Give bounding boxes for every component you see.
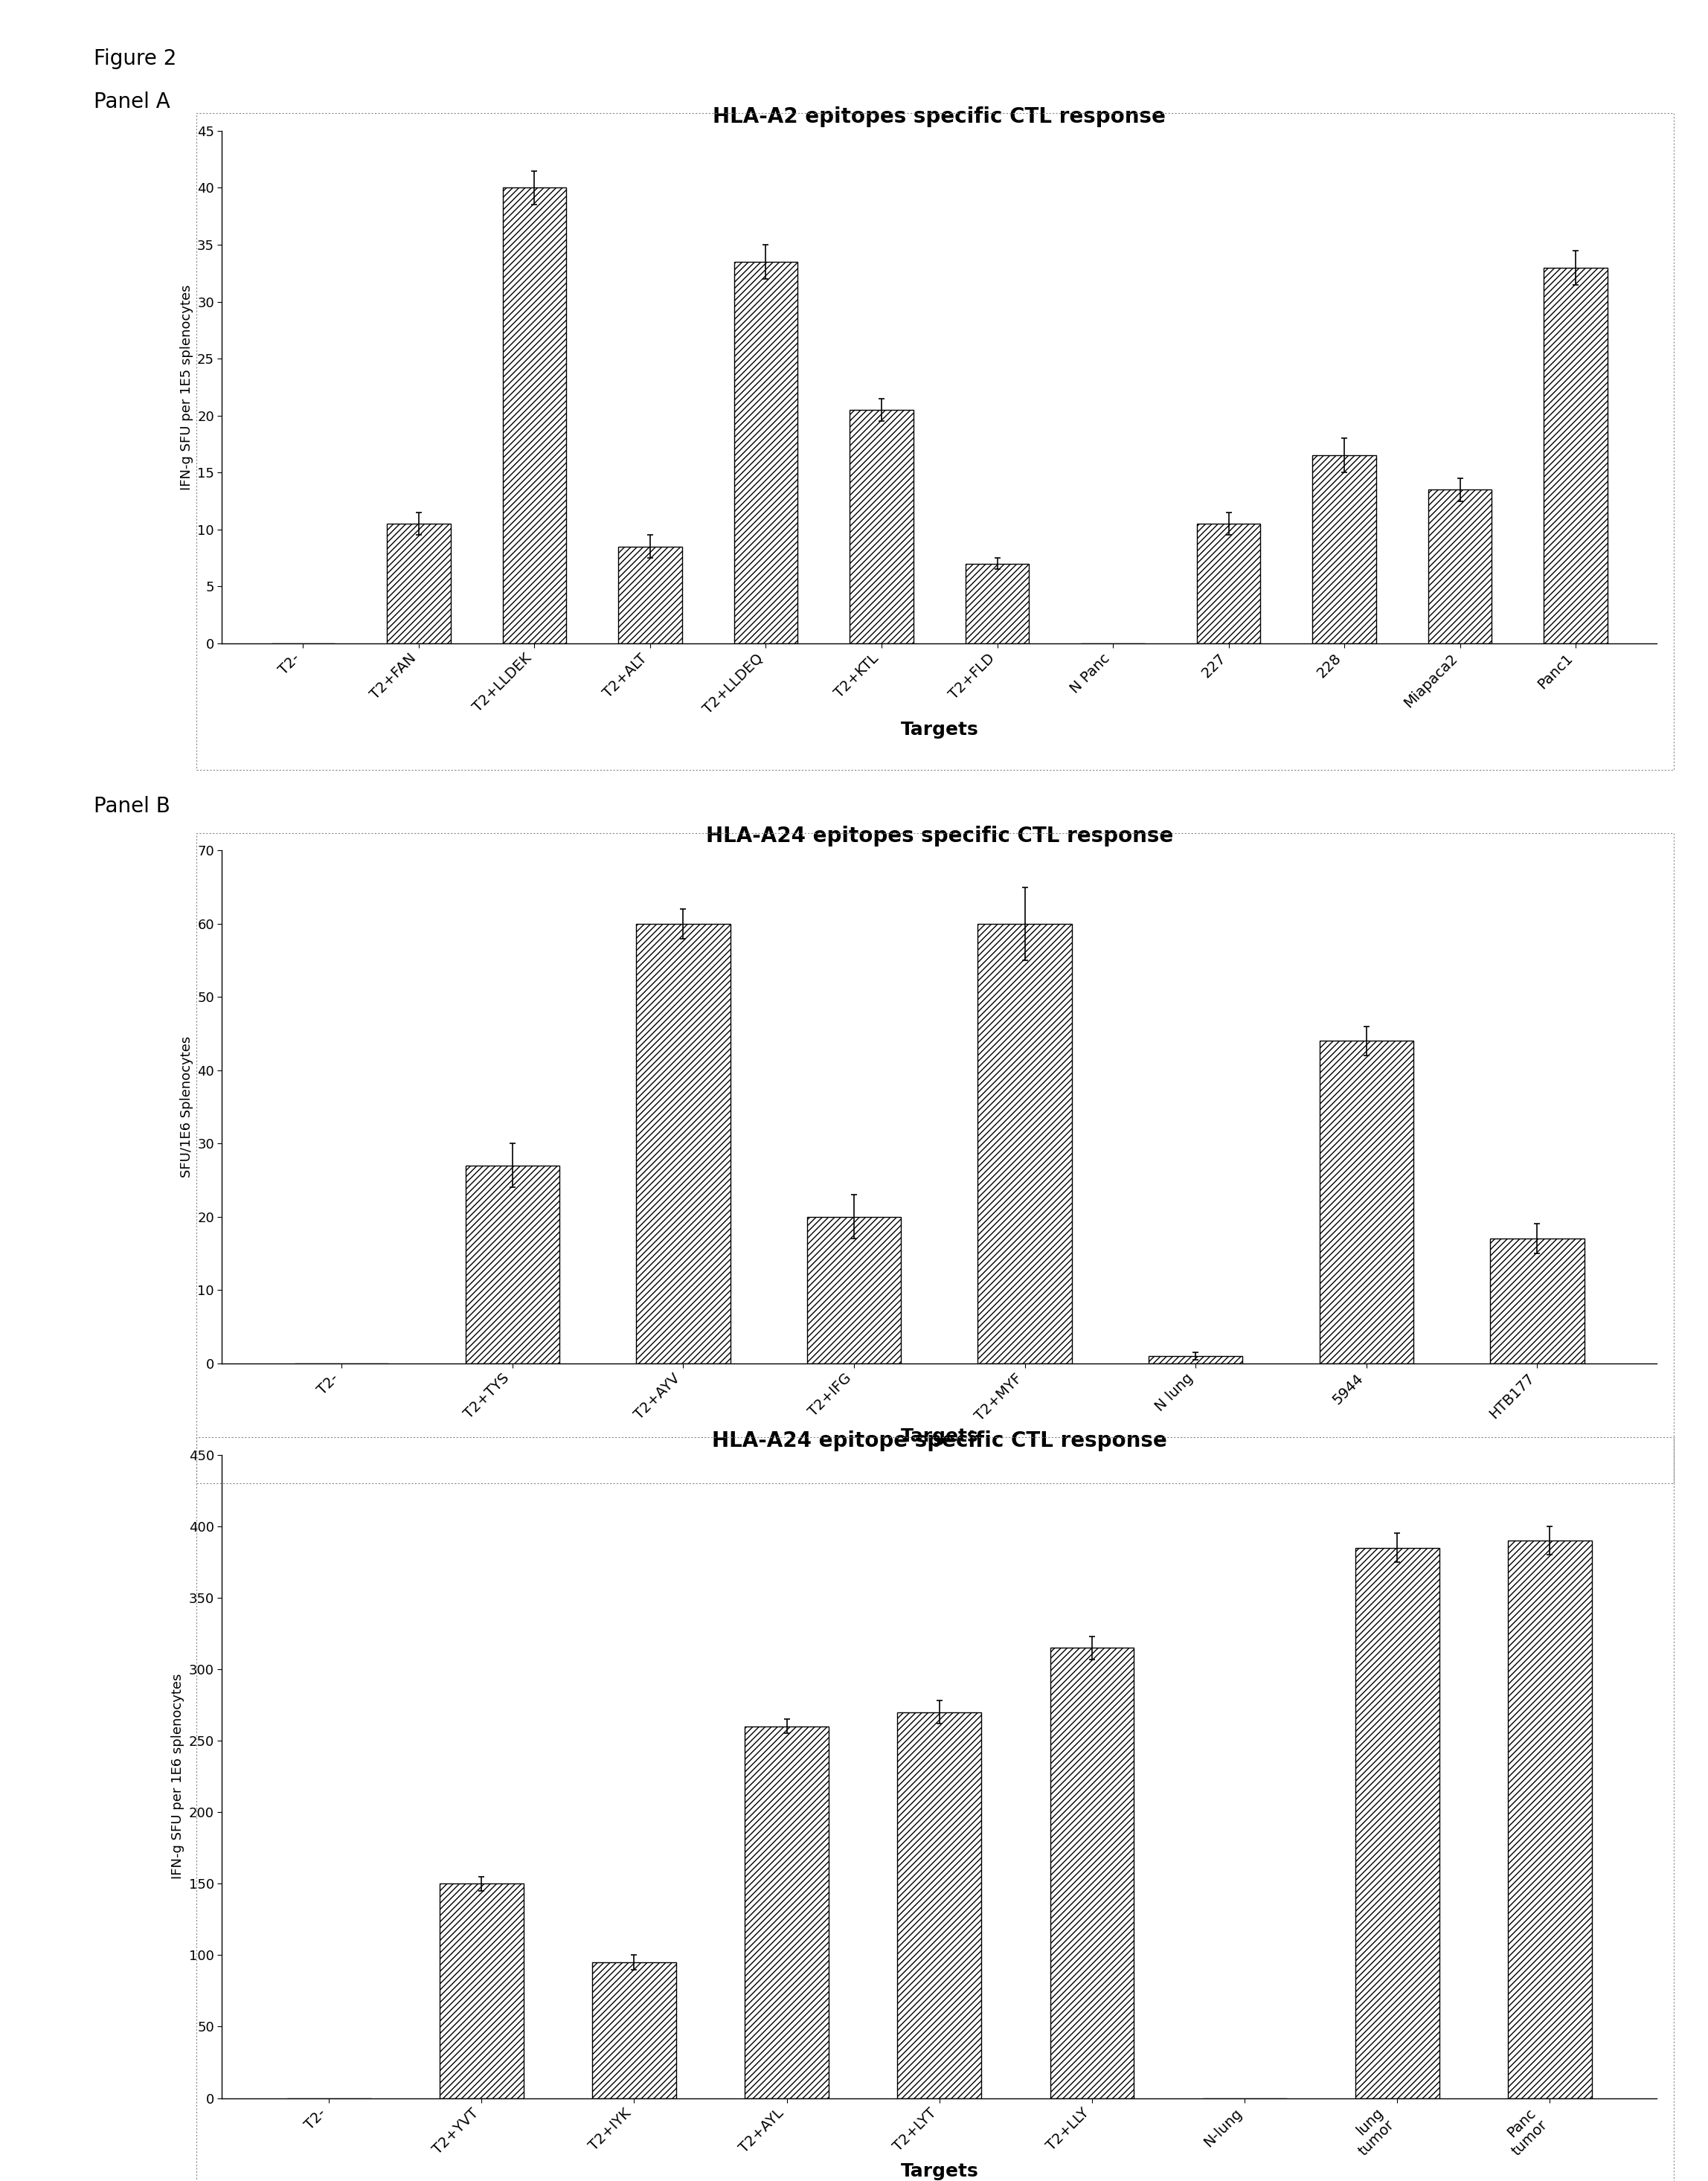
X-axis label: Targets: Targets xyxy=(900,1429,979,1446)
Y-axis label: IFN-g SFU per 1E6 splenocytes: IFN-g SFU per 1E6 splenocytes xyxy=(171,1673,184,1880)
Bar xyxy=(1197,523,1261,643)
Bar xyxy=(897,1712,982,2098)
Bar xyxy=(388,523,451,643)
Bar xyxy=(635,925,731,1363)
Bar xyxy=(593,1963,676,2098)
Bar xyxy=(1428,489,1491,643)
Bar xyxy=(502,188,567,643)
Title: HLA-A2 epitopes specific CTL response: HLA-A2 epitopes specific CTL response xyxy=(712,107,1167,126)
Bar xyxy=(1319,1040,1413,1363)
Text: Panel A: Panel A xyxy=(94,92,171,113)
Text: Panel B: Panel B xyxy=(94,796,171,818)
Bar xyxy=(965,563,1028,643)
Bar xyxy=(745,1727,828,2098)
Bar xyxy=(977,925,1073,1363)
Y-axis label: SFU/1E6 Splenocytes: SFU/1E6 Splenocytes xyxy=(179,1036,193,1178)
Title: HLA-A24 epitope specific CTL response: HLA-A24 epitope specific CTL response xyxy=(712,1431,1167,1450)
Bar xyxy=(1148,1357,1242,1363)
Bar xyxy=(1489,1239,1583,1363)
Title: HLA-A24 epitopes specific CTL response: HLA-A24 epitopes specific CTL response xyxy=(705,827,1173,846)
Bar xyxy=(439,1884,523,2098)
Bar xyxy=(618,547,681,643)
Bar xyxy=(1508,1540,1592,2098)
Bar xyxy=(1544,268,1607,643)
Bar xyxy=(1050,1649,1134,2098)
Bar xyxy=(734,262,798,643)
Bar xyxy=(1356,1549,1440,2098)
Bar xyxy=(1312,456,1377,643)
Text: Figure 2: Figure 2 xyxy=(94,48,178,70)
X-axis label: Targets: Targets xyxy=(900,720,979,739)
Bar xyxy=(465,1165,559,1363)
Y-axis label: IFN-g SFU per 1E5 splenocytes: IFN-g SFU per 1E5 splenocytes xyxy=(179,284,193,491)
Bar xyxy=(851,410,914,643)
X-axis label: Targets: Targets xyxy=(900,2164,979,2181)
Bar xyxy=(806,1217,902,1363)
